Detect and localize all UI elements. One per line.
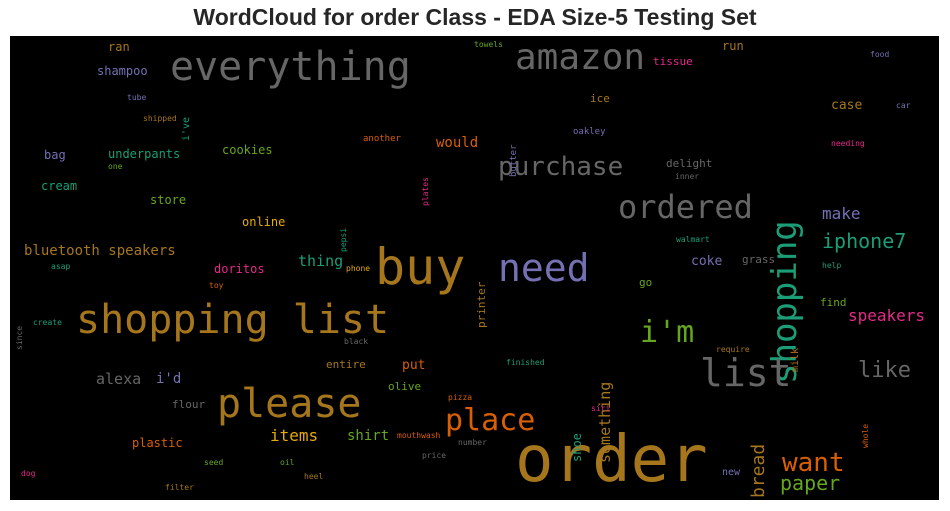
word-cookies: cookies — [222, 143, 273, 157]
word-make: make — [822, 204, 861, 223]
word-items: items — [270, 426, 319, 445]
word-want: want — [782, 448, 845, 478]
word-run: run — [722, 39, 744, 53]
word-ice: ice — [590, 92, 610, 105]
word-like: like — [858, 358, 911, 383]
word-would: would — [436, 135, 479, 151]
word-entire: entire — [326, 358, 366, 371]
word-bluetooth-speakers: bluetooth speakers — [24, 243, 176, 259]
word-shopping-list: shopping list — [76, 297, 390, 343]
word-coke: coke — [691, 254, 723, 269]
word-list: list — [700, 351, 792, 395]
word-pepsi: pepsi — [339, 227, 348, 252]
word-inner: inner — [675, 172, 700, 181]
word-needing: needing — [831, 139, 865, 148]
word-car: car — [896, 101, 911, 110]
word-online: online — [242, 215, 286, 229]
word-purchase: purchase — [498, 152, 624, 182]
word-whole: whole — [861, 423, 870, 448]
word-olive: olive — [388, 380, 422, 393]
word-bread: bread — [748, 443, 769, 498]
word-since: since — [15, 325, 24, 350]
word-alexa: alexa — [96, 370, 142, 388]
word-bag: bag — [44, 148, 66, 162]
word-new: new — [722, 467, 741, 478]
word-flour: flour — [172, 398, 206, 411]
word-buy: buy — [375, 238, 466, 296]
word-finished: finished — [506, 358, 545, 367]
word-something: something — [596, 381, 614, 463]
word-ordered: ordered — [618, 188, 753, 226]
word-filter: filter — [165, 483, 194, 492]
word-grass: grass — [742, 253, 776, 266]
word-tissue: tissue — [653, 55, 693, 68]
word-order: order — [515, 423, 708, 497]
word-thing: thing — [298, 252, 344, 270]
word-plates: plates — [421, 176, 430, 206]
word-pizza: pizza — [448, 393, 473, 402]
word-doritos: doritos — [214, 262, 265, 276]
word-iphone7: iphone7 — [822, 229, 907, 253]
word-dog: dog — [21, 469, 36, 478]
word-price: price — [422, 451, 447, 460]
word-food: food — [870, 50, 890, 59]
word-asap: asap — [51, 262, 71, 271]
word-siri: siri — [591, 404, 611, 413]
word-go: go — [639, 276, 653, 289]
word-toy: toy — [209, 281, 224, 290]
chart-title: WordCloud for order Class - EDA Size-5 T… — [193, 4, 757, 30]
word-i-d: i'd — [156, 371, 182, 387]
word-please: please — [217, 381, 362, 427]
word-store: store — [150, 193, 187, 207]
word-shipped: shipped — [143, 114, 177, 123]
word-require: require — [716, 345, 750, 354]
word-everything: everything — [170, 44, 411, 90]
word-cream: cream — [41, 179, 78, 193]
word-towels: towels — [474, 40, 503, 49]
word-put: put — [402, 358, 426, 373]
word-help: help — [822, 261, 842, 270]
word-speakers: speakers — [848, 306, 926, 325]
word-place: place — [445, 403, 536, 438]
word-shoe: shoe — [570, 432, 584, 462]
word-underpants: underpants — [108, 147, 181, 161]
word-shampoo: shampoo — [97, 64, 148, 78]
word-butter: butter — [509, 144, 519, 178]
word-walmart: walmart — [676, 235, 710, 244]
word-phone: phone — [346, 264, 371, 273]
word-paper: paper — [780, 471, 841, 495]
word-amazon: amazon — [515, 37, 646, 78]
word-seed: seed — [204, 458, 224, 467]
word-plastic: plastic — [132, 436, 183, 450]
word-i-ve: i've — [181, 116, 192, 141]
wordcloud-canvas: order shopping list buy everything need pleas… — [10, 36, 939, 500]
word-oakley: oakley — [573, 127, 606, 137]
word-black: black — [344, 337, 369, 346]
word-printer: printer — [475, 281, 488, 329]
word-another: another — [363, 134, 401, 144]
word-number: number — [458, 438, 487, 447]
word-one: one — [108, 162, 123, 171]
word-shirt: shirt — [347, 428, 390, 444]
word-find: find — [820, 296, 847, 309]
word-need: need — [498, 246, 590, 290]
word-case: case — [831, 98, 863, 113]
word-delight: delight — [666, 157, 713, 170]
word-i-m: i'm — [640, 315, 695, 350]
word-milk: milk — [790, 347, 801, 372]
word-tube: tube — [127, 93, 147, 102]
word-create: create — [33, 318, 62, 327]
word-mouthwash: mouthwash — [397, 431, 441, 440]
word-heel: heel — [304, 472, 324, 481]
word-oil: oil — [280, 458, 295, 467]
word-ran: ran — [108, 40, 130, 54]
